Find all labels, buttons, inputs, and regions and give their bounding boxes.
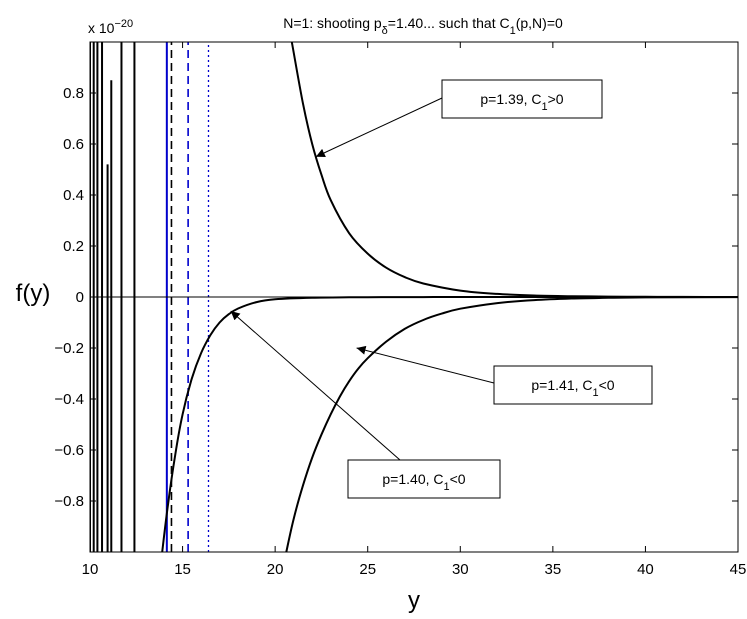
title-subscript-delta: δ bbox=[382, 25, 388, 37]
y-exponent-label: x 10−20 bbox=[88, 18, 133, 36]
annotation-box-p139 bbox=[441, 79, 603, 119]
curves-group bbox=[161, 42, 738, 552]
y-tick-label: −0.4 bbox=[54, 391, 84, 408]
title-middle: =1.40... such that C bbox=[388, 15, 510, 31]
x-tick-label: 40 bbox=[637, 561, 654, 578]
annotation-box-p141 bbox=[493, 365, 653, 405]
y-tick-label: −0.2 bbox=[54, 340, 84, 357]
y-exponent-base: x 10 bbox=[88, 20, 115, 36]
y-tick-label: −0.6 bbox=[54, 442, 84, 459]
x-axis-label: y bbox=[408, 587, 420, 614]
y-tick-label: 0.8 bbox=[63, 85, 84, 102]
title-suffix: (p,N)=0 bbox=[516, 15, 563, 31]
y-tick-label: 0.2 bbox=[63, 238, 84, 255]
x-tick-label: 35 bbox=[545, 561, 562, 578]
x-tick-label: 30 bbox=[452, 561, 469, 578]
y-tick-label: −0.8 bbox=[54, 493, 84, 510]
annotation-text-p141: p=1.41, C1<0 bbox=[531, 377, 614, 399]
title-subscript-1: 1 bbox=[510, 25, 516, 37]
y-tick-label: 0.6 bbox=[63, 136, 84, 153]
x-tick-label: 15 bbox=[174, 561, 191, 578]
annotation-p139: p=1.39, C1>0 bbox=[315, 79, 603, 158]
y-axis-label: f(y) bbox=[16, 280, 51, 307]
annotation-arrow-p140 bbox=[230, 310, 401, 461]
annotation-text-p140: p=1.40, C1<0 bbox=[382, 471, 465, 493]
y-exponent-power: −20 bbox=[114, 18, 133, 30]
annotation-text-p139: p=1.39, C1>0 bbox=[480, 91, 563, 113]
annotation-p140: p=1.40, C1<0 bbox=[230, 310, 501, 499]
y-tick-label: 0 bbox=[76, 289, 84, 306]
annotation-box-p140 bbox=[347, 459, 501, 499]
annotation-arrow-p139 bbox=[315, 97, 443, 158]
annotation-p141: p=1.41, C1<0 bbox=[356, 345, 653, 405]
title-prefix: N=1: shooting p bbox=[283, 15, 382, 31]
annotation-arrow-p141 bbox=[356, 345, 495, 384]
x-tick-label: 20 bbox=[267, 561, 284, 578]
x-tick-label: 10 bbox=[82, 561, 99, 578]
y-ticks-group: −0.8 −0.6 −0.4 −0.2 0 0.2 0.4 0.6 0.8 bbox=[54, 85, 738, 510]
x-tick-label: 25 bbox=[359, 561, 376, 578]
x-ticks-group: 10 15 20 25 30 35 40 45 bbox=[82, 42, 747, 578]
chart-title: N=1: shooting pδ=1.40... such that C1(p,… bbox=[283, 15, 563, 37]
curve-p140 bbox=[161, 295, 738, 552]
curve-p141 bbox=[285, 296, 738, 552]
y-tick-label: 0.4 bbox=[63, 187, 84, 204]
x-tick-label: 45 bbox=[730, 561, 747, 578]
